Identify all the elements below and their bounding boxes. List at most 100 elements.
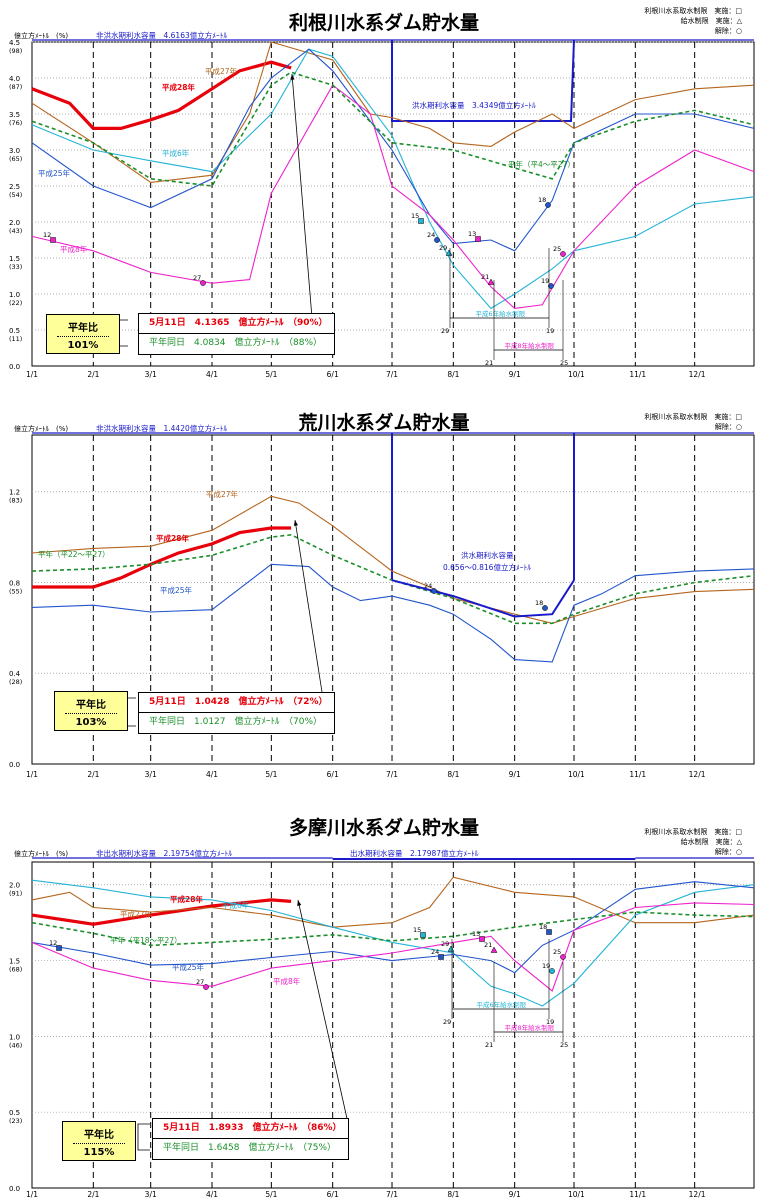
series-line xyxy=(31,495,755,624)
y-tick-percent: (43) xyxy=(9,227,22,235)
ratio-value: 115% xyxy=(83,1147,115,1158)
x-tick-label: 7/1 xyxy=(386,770,398,779)
pointer-arrowhead xyxy=(297,900,302,906)
series-label: 平成6年 xyxy=(162,148,190,158)
x-tick-label: 5/1 xyxy=(265,770,277,779)
pointer-line xyxy=(291,73,313,319)
x-tick-label: 9/1 xyxy=(509,370,521,379)
y-tick-percent: (68) xyxy=(9,966,22,974)
x-tick-label: 2/1 xyxy=(87,370,99,379)
series-line xyxy=(31,48,755,310)
y-tick-label: 0.5 xyxy=(9,327,20,335)
x-tick-label: 7/1 xyxy=(386,1190,398,1199)
flood-capacity-label: 出水期利水容量 2.17987億立方ﾒｰﾄﾙ xyxy=(350,848,479,858)
y-tick-label: 1.5 xyxy=(9,958,20,966)
x-tick-label: 3/1 xyxy=(145,770,157,779)
y-axis-label: 億立方ﾒｰﾄﾙ (%) xyxy=(14,424,68,433)
restriction-label: 平成6年給水制限 xyxy=(477,1000,527,1009)
legend-note-3: 解除：○ xyxy=(714,27,742,35)
y-axis-label: 億立方ﾒｰﾄﾙ (%) xyxy=(14,849,68,858)
tone-panel: 利根川水系ダム貯水量 利根川水系取水制限 実施：□ 給水制限 実施：△ 解除：○… xyxy=(0,0,768,385)
x-tick-label: 8/1 xyxy=(447,1190,459,1199)
legend-note-2: 給水制限 実施：△ xyxy=(680,838,742,846)
y-tick-label: 2.0 xyxy=(9,882,20,890)
x-tick-label: 1/1 xyxy=(26,770,38,779)
restriction-label: 平成6年給水制限 xyxy=(476,309,526,318)
series-label: 平成25年 xyxy=(160,585,193,595)
series-line xyxy=(31,881,755,974)
pointer-line xyxy=(294,519,323,693)
ratio-label: 平年比 xyxy=(65,696,117,714)
event-marker-label: 29 xyxy=(441,940,449,948)
y-tick-label: 3.5 xyxy=(9,111,20,119)
plot-frame xyxy=(31,861,755,1189)
flood-capacity-label-2: 0.656～0.816億立方ﾒｰﾄﾙ xyxy=(443,562,531,572)
y-tick-label: 4.5 xyxy=(9,39,20,47)
event-marker-label: 13 xyxy=(472,930,480,938)
current-value: 5月11日 1.0428 億立方ﾒｰﾄﾙ （72%） xyxy=(139,693,334,713)
event-marker xyxy=(431,588,437,594)
x-tick-label: 10/1 xyxy=(568,770,585,779)
x-tick-label: 9/1 xyxy=(509,770,521,779)
series-label: 平成28年 xyxy=(170,894,203,904)
event-marker-label: 18 xyxy=(535,599,543,607)
event-marker xyxy=(548,283,554,289)
event-marker-label: 27 xyxy=(193,274,201,282)
y-tick-percent: (83) xyxy=(9,497,22,505)
ara-panel: 荒川水系ダム貯水量 利根川水系取水制限 実施：□ 解除：○ 1.2 (83) 0.8… xyxy=(0,400,768,785)
event-marker xyxy=(420,932,426,938)
y-tick-label: 0.8 xyxy=(9,579,20,587)
ratio-value: 103% xyxy=(75,717,107,728)
y-tick-label: 0.5 xyxy=(9,1109,20,1117)
event-marker xyxy=(200,280,206,286)
y-tick-label: 0.0 xyxy=(9,1185,20,1193)
x-tick-label: 11/1 xyxy=(629,1190,646,1199)
restriction-end-label: 19 xyxy=(546,1018,554,1026)
x-tick-label: 8/1 xyxy=(447,770,459,779)
legend-note-1: 利根川水系取水制限 実施：□ xyxy=(644,828,742,836)
series-label: 平年（平22～平27） xyxy=(38,549,110,559)
restriction-end-label: 19 xyxy=(546,327,554,335)
y-tick-label: 1.0 xyxy=(9,291,20,299)
x-tick-label: 3/1 xyxy=(145,370,157,379)
y-tick-percent: (54) xyxy=(9,191,22,199)
event-marker-label: 13 xyxy=(468,230,476,238)
x-tick-label: 5/1 xyxy=(265,370,277,379)
normal-value: 平年同日 1.0127 億立方ﾒｰﾄﾙ （70%） xyxy=(149,717,322,727)
x-tick-label: 5/1 xyxy=(265,1190,277,1199)
y-tick-percent: (23) xyxy=(9,1117,22,1125)
y-tick-label: 0.0 xyxy=(9,363,20,371)
event-marker xyxy=(545,202,551,208)
y-tick-label: 1.0 xyxy=(9,1033,20,1041)
capacity-label: 非出水期利水容量 2.19754億立方ﾒｰﾄﾙ xyxy=(96,848,232,858)
restriction-end-label: 25 xyxy=(560,359,568,367)
event-marker xyxy=(546,929,552,935)
series-label: 平年（平4～平27） xyxy=(508,159,575,169)
series-label: 平成28年 xyxy=(162,82,195,92)
x-tick-label: 10/1 xyxy=(568,370,585,379)
event-marker-label: 18 xyxy=(539,923,547,931)
series-line xyxy=(31,879,755,1007)
series-line xyxy=(31,898,292,926)
flood-capacity-label: 洪水期利水容量 xyxy=(461,550,514,560)
event-marker-label: 12 xyxy=(43,231,51,239)
value-box: 5月11日 1.8933 億立方ﾒｰﾄﾙ （86%） 平年同日 1.6458 億… xyxy=(152,1118,349,1160)
restriction-label: 平成8年給水制限 xyxy=(505,1023,555,1032)
event-marker xyxy=(445,249,453,256)
event-marker xyxy=(487,278,495,285)
event-marker xyxy=(434,237,440,243)
restriction-start-label: 21 xyxy=(485,1041,493,1049)
series-line xyxy=(31,902,755,992)
x-tick-label: 10/1 xyxy=(568,1190,585,1199)
capacity-label: 非洪水期利水容量 1.4420億立方ﾒｰﾄﾙ xyxy=(96,423,227,433)
y-tick-label: 2.5 xyxy=(9,183,20,191)
tone-chart: 4.5(98) 4.0(87) 3.5(76) 3.0(65) 2.5(54) 2.0(4… xyxy=(9,30,755,379)
series-line xyxy=(31,876,755,928)
y-tick-label: 2.0 xyxy=(9,219,20,227)
x-tick-label: 12/1 xyxy=(689,770,706,779)
event-marker xyxy=(549,968,555,974)
y-tick-label: 0.4 xyxy=(9,670,21,678)
flood-capacity-label: 洪水期利水容量 3.4349億立方ﾒｰﾄﾙ xyxy=(412,100,536,110)
series-label: 平成6年 xyxy=(222,900,250,910)
event-marker xyxy=(542,605,548,611)
